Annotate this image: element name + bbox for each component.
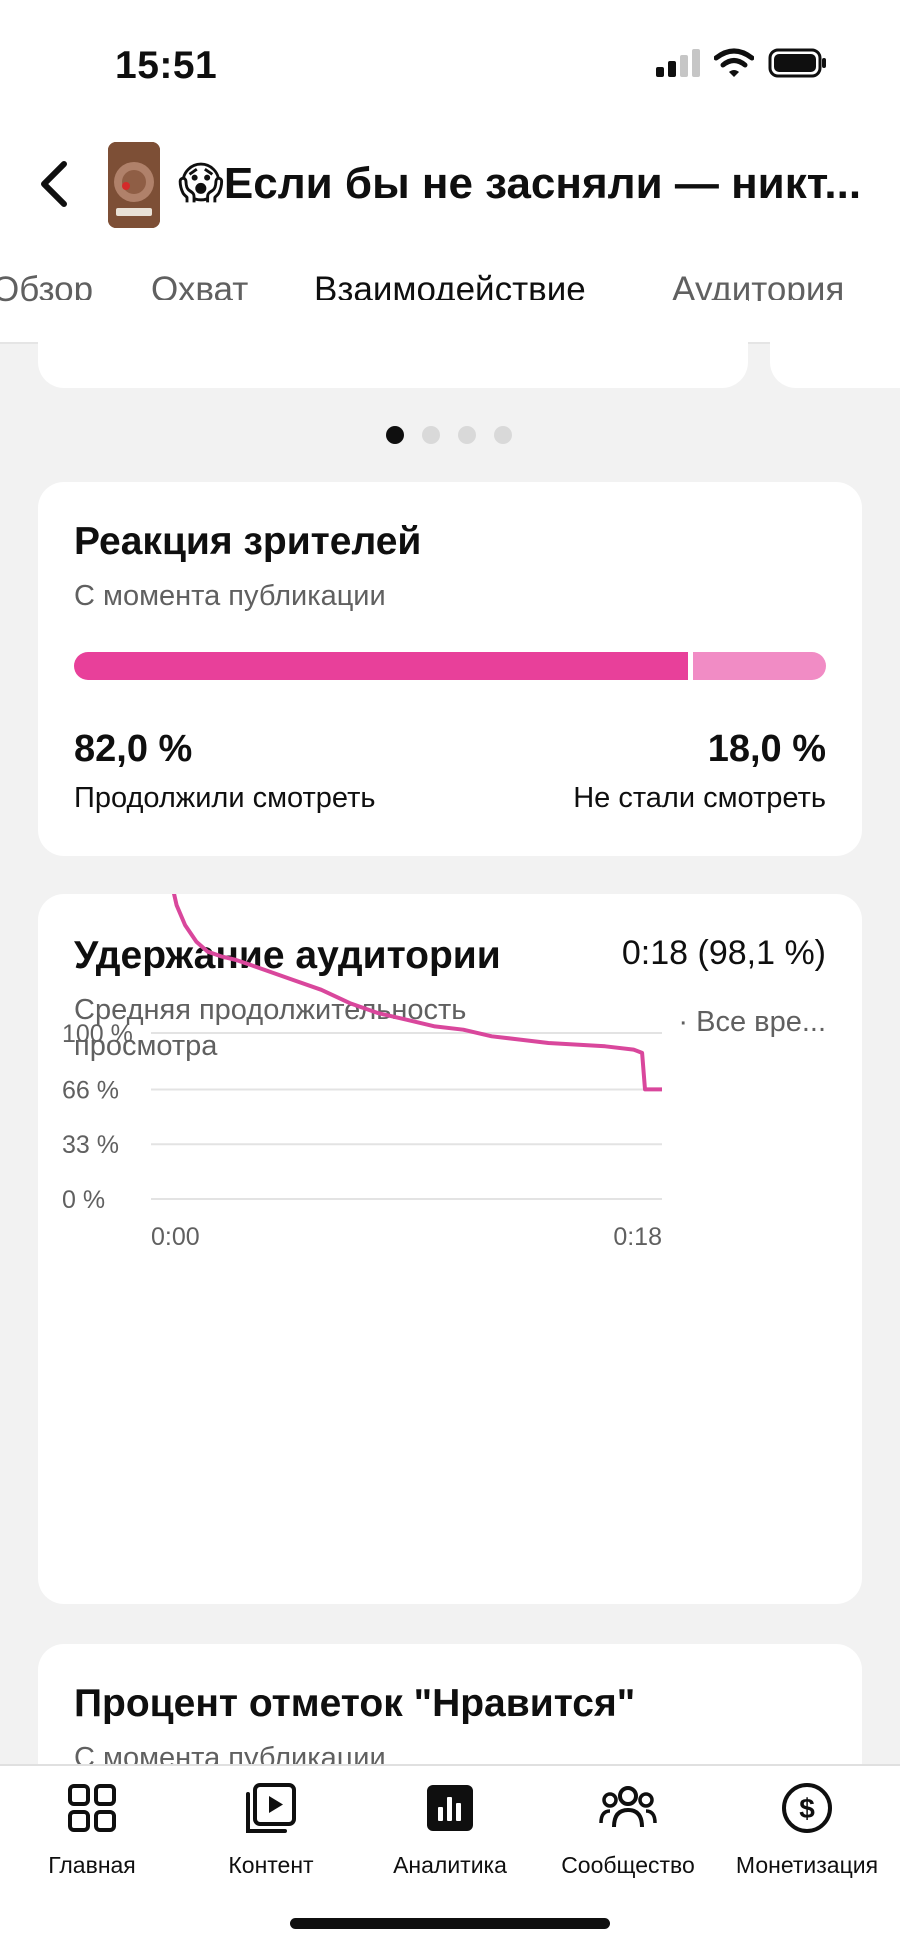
nav-label: Монетизация — [735, 1852, 879, 1878]
nav-community[interactable]: Сообщество — [543, 1778, 713, 1879]
chevron-left-icon — [41, 161, 67, 207]
card-subtitle: С момента публикации — [74, 580, 386, 612]
card-title: Процент отметок "Нравится" — [74, 1682, 636, 1725]
status-time: 15:51 — [115, 44, 218, 87]
retention-line — [172, 894, 662, 1092]
nav-home[interactable]: Главная — [7, 1778, 177, 1879]
continued-value: 82,0 % — [74, 728, 193, 770]
carousel-card-next[interactable] — [770, 300, 900, 388]
y-tick-label: 100 % — [62, 1020, 133, 1048]
signal-icon — [656, 49, 700, 77]
y-tick-label: 0 % — [62, 1186, 105, 1214]
continued-label: Продолжили смотреть — [74, 782, 376, 814]
svg-text:$: $ — [799, 1793, 815, 1824]
nav-label: Аналитика — [393, 1852, 507, 1878]
card-title: Реакция зрителей — [74, 520, 422, 563]
carousel-dot[interactable] — [422, 426, 440, 444]
y-tick-label: 66 % — [62, 1076, 119, 1104]
analytics-chart-icon — [420, 1778, 480, 1838]
carousel-dot[interactable] — [494, 426, 512, 444]
nav-monetization[interactable]: $ Монетизация — [722, 1778, 892, 1879]
period-selector[interactable]: · Все вре... — [678, 1006, 826, 1038]
nav-label: Контент — [228, 1852, 314, 1878]
home-grid-icon — [62, 1778, 122, 1838]
y-tick-label: 33 % — [62, 1131, 119, 1159]
dollar-icon: $ — [777, 1778, 837, 1838]
nav-label: Сообщество — [561, 1852, 695, 1878]
audience-retention-card[interactable]: Удержание аудитории 0:18 (98,1 %) Средня… — [38, 894, 862, 1604]
nav-label: Главная — [48, 1852, 136, 1878]
community-icon — [598, 1778, 658, 1838]
x-tick-label: 0:18 — [613, 1223, 662, 1251]
video-title: 😱Если бы не засняли — никт... — [178, 159, 862, 208]
wifi-icon — [714, 48, 754, 77]
carousel-dot[interactable] — [458, 426, 476, 444]
stopped-label: Не стали смотреть — [573, 782, 826, 814]
nav-content[interactable]: Контент — [186, 1778, 356, 1879]
video-thumbnail[interactable] — [108, 142, 160, 228]
card-subtitle: Средняя продолжительность просмотра — [74, 994, 467, 1062]
retention-chart: 100 % 66 % 33 % 0 % 0:00 0:18 — [62, 894, 662, 1251]
carousel-dot[interactable] — [386, 426, 404, 444]
average-view-duration-value: 0:18 (98,1 %) — [621, 934, 826, 972]
stopped-value: 18,0 % — [707, 728, 826, 770]
continued-bar-segment — [74, 652, 688, 680]
carousel-card-current[interactable] — [38, 300, 748, 388]
content-play-icon — [241, 1778, 301, 1838]
reaction-bar — [74, 652, 826, 680]
home-indicator — [290, 1918, 610, 1929]
bar-divider — [688, 652, 693, 680]
status-icons — [656, 48, 828, 78]
viewer-reaction-card[interactable]: Реакция зрителей С момента публикации 82… — [38, 482, 862, 856]
back-button[interactable] — [22, 152, 86, 216]
battery-icon — [768, 48, 826, 78]
video-header: 😱Если бы не засняли — никт... — [0, 130, 900, 240]
stopped-bar-segment — [693, 652, 826, 680]
carousel-dots — [386, 426, 512, 444]
x-tick-label: 0:00 — [151, 1223, 200, 1251]
status-bar: 15:51 — [0, 0, 900, 130]
nav-analytics[interactable]: Аналитика — [365, 1778, 535, 1879]
card-title: Удержание аудитории — [74, 934, 501, 977]
